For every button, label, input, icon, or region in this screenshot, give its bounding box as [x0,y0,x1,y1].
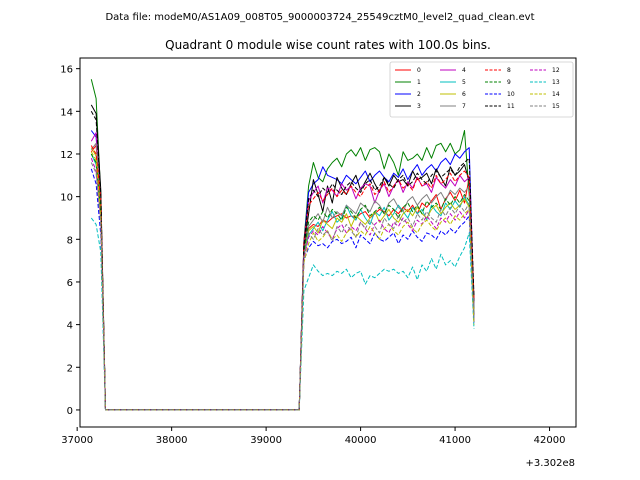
series-line-14 [90,151,475,411]
y-tick-label: 16 [60,65,73,76]
legend-label-3: 3 [417,103,421,110]
x-tick-label: 38000 [156,435,188,446]
data-file-suptitle: Data file: modeM0/AS1A09_008T05_90000037… [105,12,534,23]
axes-frame [79,57,577,428]
x-tick-label: 37000 [61,435,93,446]
y-tick-label: 12 [60,150,73,161]
y-tick-label: 14 [60,107,73,118]
legend-label-10: 10 [507,91,515,98]
x-offset-label: +3.302e8 [525,458,575,469]
x-tick-label: 41000 [439,435,471,446]
legend-label-4: 4 [462,67,466,74]
legend-label-14: 14 [552,91,560,98]
y-tick-label: 8 [67,235,73,246]
legend-label-12: 12 [552,67,560,74]
chart-title: Quadrant 0 module wise count rates with … [165,38,491,52]
legend-label-8: 8 [507,67,511,74]
legend-label-1: 1 [417,79,421,86]
legend-label-0: 0 [417,67,421,74]
plot-area: 37000 38000 39000 40000 41000 420000246810121… [60,57,577,446]
legend-label-7: 7 [462,103,466,110]
legend-label-11: 11 [507,103,515,110]
legend-label-13: 13 [552,79,560,86]
y-tick-label: 0 [67,406,73,417]
legend-label-9: 9 [507,79,511,86]
x-tick-label: 40000 [345,435,377,446]
y-tick-label: 10 [60,193,73,204]
y-tick-label: 4 [67,321,73,332]
legend-label-2: 2 [417,91,421,98]
y-tick-label: 6 [67,278,73,289]
x-tick-label: 42000 [534,435,566,446]
legend-box [389,61,574,118]
x-tick-label: 39000 [250,435,282,446]
legend-label-6: 6 [462,91,466,98]
legend-label-15: 15 [552,103,560,110]
legend-label-5: 5 [462,79,466,86]
y-tick-label: 2 [67,363,73,374]
